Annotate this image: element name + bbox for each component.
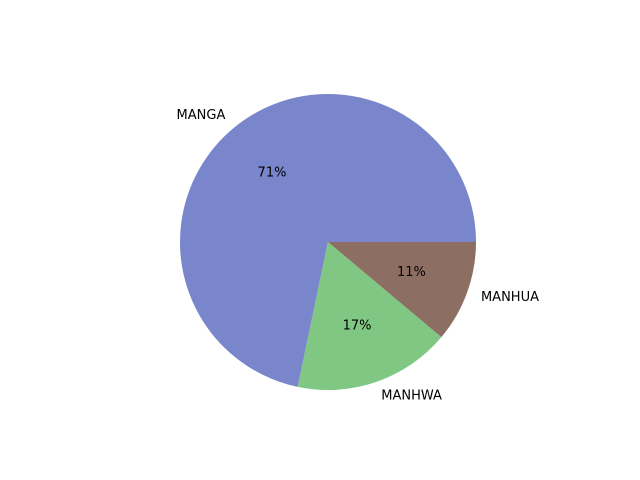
pie-labels: MANGA 71% MANHWA 17% MANHUA 11%: [177, 108, 540, 403]
pie-slice-manga: [180, 94, 477, 387]
pie-slice-manhua: [328, 242, 476, 338]
percent-label-manhua: 11%: [397, 265, 426, 280]
category-label-manga: MANGA: [177, 108, 226, 123]
category-label-manhua: MANHUA: [481, 290, 539, 305]
pie-slices: [180, 94, 477, 391]
percent-label-manga: 71%: [258, 166, 287, 181]
pie-slice-manhwa: [297, 242, 442, 391]
percent-label-manhwa: 17%: [343, 318, 372, 333]
category-label-manhwa: MANHWA: [381, 388, 442, 403]
